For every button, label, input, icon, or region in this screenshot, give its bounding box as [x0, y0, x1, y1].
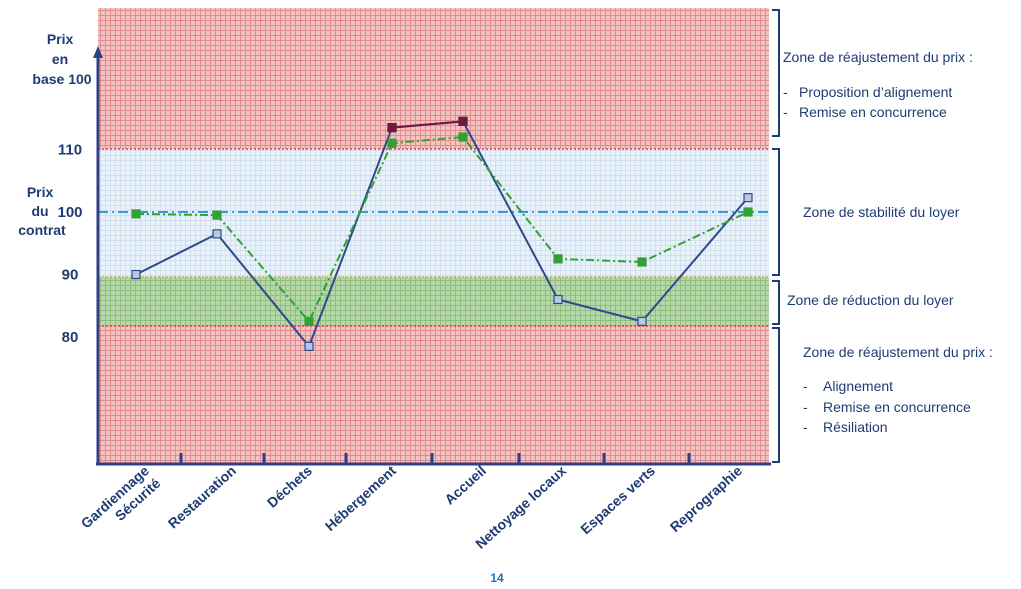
- x-axis-ticks: [179, 453, 691, 464]
- zone-reduction-band: [98, 277, 769, 326]
- y-axis-arrow-icon: [93, 46, 103, 58]
- zone-top-item-1: Proposition d’alignement: [799, 84, 952, 100]
- zone-top-band: [98, 8, 769, 149]
- zone-bottom-bullet-3: -: [803, 419, 808, 435]
- page-number: 14: [490, 571, 504, 585]
- series-line-2: [135, 135, 749, 324]
- category-label: Déchets: [264, 462, 315, 510]
- zone-bottom-item-2: Remise en concurrence: [823, 399, 971, 415]
- category-label: Espaces verts: [577, 462, 658, 537]
- y-tick-label: 110: [58, 142, 82, 159]
- zone-bottom-band: [98, 326, 769, 464]
- zone-bottom-bullet-2: -: [803, 399, 808, 415]
- category-label: GardiennageSécurité: [78, 462, 164, 544]
- category-label: Hébergement: [322, 462, 399, 534]
- y-tick-label: 90: [62, 267, 79, 284]
- zone-top-bullet-2: -: [783, 104, 788, 120]
- zone-stability-title: Zone de stabilité du loyer: [803, 204, 960, 220]
- y-axis-ticks: 80 90 100 110: [57, 142, 82, 347]
- zone-reduction-title: Zone de réduction du loyer: [787, 292, 954, 308]
- series-3-point: [458, 116, 468, 126]
- series-1-point: [304, 341, 314, 351]
- series-1-point: [131, 269, 141, 280]
- series-1-point: [553, 294, 563, 305]
- series-2-point: [212, 210, 222, 220]
- zone-bottom-item-3: Résiliation: [823, 419, 888, 435]
- brace-stability: [772, 148, 780, 276]
- zone-bottom-item-1: Alignement: [823, 378, 893, 394]
- series-1-point: [743, 193, 753, 203]
- series-2-point: [553, 254, 563, 264]
- category-label: Reprographie: [667, 462, 746, 535]
- zone-top-item-2: Remise en concurrence: [799, 104, 947, 120]
- brace-bottom: [772, 327, 780, 463]
- series-2-point: [458, 132, 468, 142]
- series-line-3: [391, 120, 464, 129]
- zone-braces: [772, 9, 780, 463]
- series-layer: [131, 116, 753, 351]
- series-2-point: [304, 316, 314, 326]
- y-tick-label: 100: [57, 204, 82, 221]
- zone-top-title: Zone de réajustement du prix :: [783, 49, 973, 65]
- zone-top-bullet-1: -: [783, 84, 788, 100]
- category-label: Accueil: [441, 462, 489, 507]
- brace-reduction: [772, 280, 780, 325]
- category-label: Restauration: [165, 462, 239, 531]
- y-axis-title-mid: Prix du contrat: [18, 184, 66, 238]
- series-1-point: [637, 316, 647, 326]
- zone-bottom-title: Zone de réajustement du prix :: [803, 344, 993, 360]
- brace-top: [772, 9, 780, 137]
- series-2-point: [637, 257, 647, 267]
- series-2-point: [387, 138, 397, 148]
- y-tick-label: 80: [62, 329, 79, 346]
- series-2-point: [743, 207, 753, 217]
- y-axis-title-top: Prix en base 100: [32, 31, 91, 87]
- series-2-point: [131, 209, 141, 219]
- category-labels: GardiennageSécurité Restauration Déchets Hé…: [78, 462, 745, 552]
- series-3-point: [387, 123, 397, 133]
- zone-bottom-bullet-1: -: [803, 378, 808, 394]
- series-1-point: [212, 229, 222, 239]
